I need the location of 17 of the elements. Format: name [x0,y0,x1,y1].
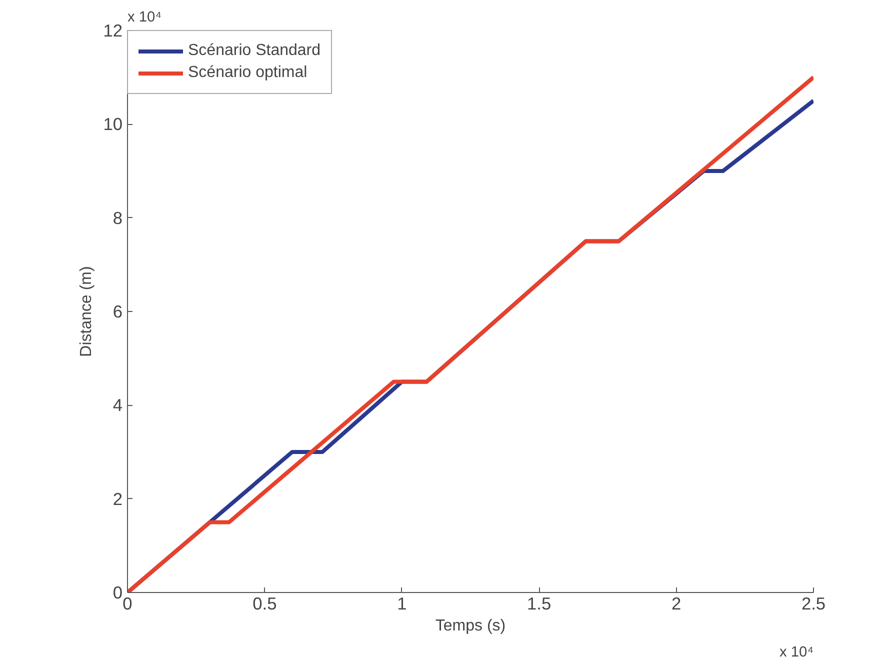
x-tick-label: 0.5 [252,594,277,614]
y-tick-label: 12 [103,20,123,40]
y-tick-label: 8 [112,208,123,228]
legend-label: Scénario Standard [188,42,321,60]
text: x 10⁴ [780,644,814,660]
text: x 10⁴ [128,10,162,26]
y-tick-label: 10 [103,114,123,134]
y-tick-label: 4 [112,395,123,416]
legend-label: Scénario optimal [188,64,308,82]
x-tick-label: 2.5 [801,594,826,614]
x-axis-title: Temps (s) [435,618,506,634]
x-tick-label: 1.5 [527,594,552,614]
y-tick-label: 6 [112,302,123,322]
y-axis-title: Distance (m) [78,266,96,357]
x-tick-label: 1 [397,594,407,614]
x-tick-label: 2 [671,594,682,614]
y-tick-label: 2 [112,488,123,509]
